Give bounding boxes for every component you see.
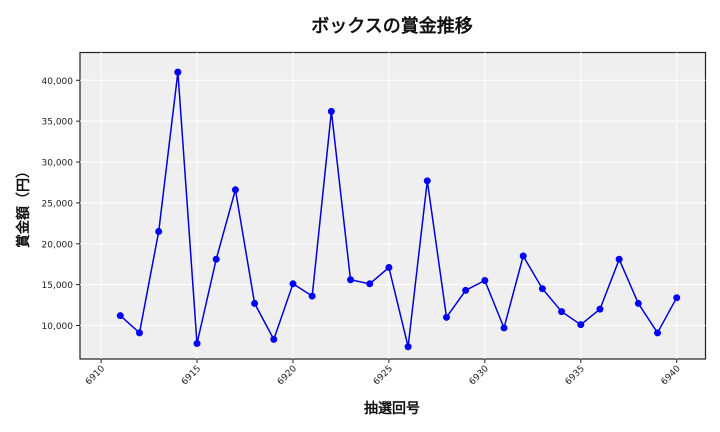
data-point [308,292,316,300]
data-point [385,263,393,271]
x-tick-label: 6935 [564,364,587,387]
y-tick-label: 40,000 [42,77,74,87]
data-point [212,255,220,263]
data-point [577,321,585,329]
x-tick-label: 6920 [276,364,299,387]
y-tick-label: 35,000 [42,118,74,128]
y-tick-label: 25,000 [42,199,74,209]
data-point [231,186,239,194]
data-point [174,68,182,76]
data-point [538,285,546,293]
data-point [347,276,355,284]
data-series [116,68,681,351]
data-point [558,308,566,316]
x-axis-label: 抽選回号 [364,400,420,417]
data-point [462,286,470,294]
data-point [423,177,431,185]
data-point [289,280,297,288]
data-point [673,294,681,302]
gridlines [80,52,706,359]
y-tick-label: 30,000 [42,159,74,169]
chart-title: ボックスの賞金推移 [311,15,472,37]
x-tick-label: 6940 [660,364,683,387]
y-tick-label: 15,000 [42,281,74,291]
data-point [500,324,508,332]
data-point [481,277,489,285]
data-point [596,305,604,313]
x-tick-label: 6915 [180,364,203,387]
y-axis-ticks: 10,000 15,000 20,000 25,000 30,000 35,000 40,0… [42,77,80,332]
data-point [116,312,124,320]
data-point [442,313,450,321]
data-point [155,227,163,235]
data-point [193,339,201,347]
data-point [654,329,662,337]
series-line [119,72,678,347]
x-tick-label: 6930 [468,364,491,387]
data-point [327,107,335,115]
data-point [519,252,527,260]
data-point [634,299,642,307]
data-point [404,343,412,351]
x-axis-ticks: 6910 6915 6920 6925 6930 6935 6940 [84,359,683,387]
data-point [270,335,278,343]
plot-area [79,51,707,360]
x-tick-label: 6910 [84,364,107,387]
y-tick-label: 10,000 [42,322,74,332]
data-point [251,299,259,307]
x-tick-label: 6925 [372,364,395,387]
y-axis-label: 賞金額（円） [15,164,32,248]
data-point [615,255,623,263]
data-point [366,280,374,288]
y-tick-label: 20,000 [42,240,74,250]
data-point [135,329,143,337]
